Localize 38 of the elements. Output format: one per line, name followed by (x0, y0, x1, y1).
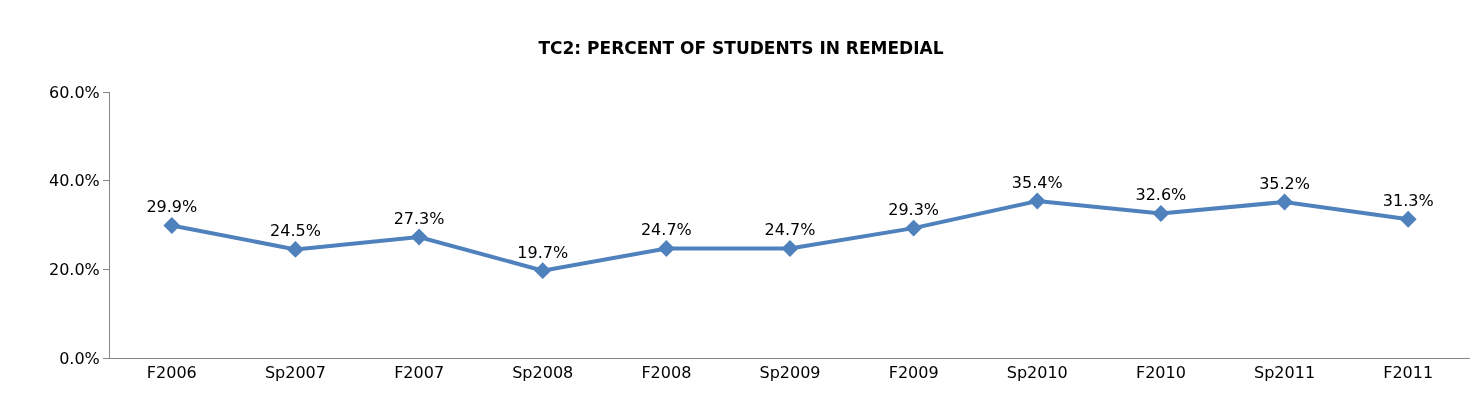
point (163, 216, 181, 234)
point (1399, 210, 1417, 228)
data-label: 29.3% (888, 199, 940, 219)
point (1028, 192, 1046, 210)
x-tick-label: Sp2011 (1254, 363, 1316, 383)
chart-title: TC2: PERCENT OF STUDENTS IN REMEDIAL (538, 37, 944, 58)
data-label: 31.3% (1382, 191, 1434, 211)
point (905, 219, 923, 237)
data-label: 24.5% (270, 221, 321, 241)
data-label: 35.4% (1011, 172, 1063, 192)
data-label: 27.3% (393, 208, 445, 228)
y-tick-label: 60.0% (48, 82, 100, 102)
data-label: 24.7% (764, 220, 816, 240)
point (410, 228, 428, 246)
point (534, 262, 552, 280)
data-label: 35.2% (1259, 173, 1310, 193)
x-tick-label: F2008 (641, 363, 692, 383)
data-label: 32.6% (1135, 185, 1187, 205)
x-tick-label: Sp2008 (512, 363, 574, 383)
point (657, 240, 675, 257)
point (1276, 193, 1293, 211)
x-tick-label: F2011 (1383, 363, 1434, 383)
x-tick-label: Sp2009 (759, 363, 821, 383)
y-tick-label: 20.0% (48, 259, 100, 279)
x-tick-label: F2006 (146, 363, 197, 383)
x-tick-label: F2009 (888, 363, 939, 383)
data-label: 24.7% (640, 220, 692, 240)
point (287, 240, 304, 258)
point (781, 240, 799, 257)
y-tick-label: 0.0% (59, 348, 100, 368)
x-tick-label: F2007 (394, 363, 445, 383)
point (1152, 205, 1170, 222)
y-tick-label: 40.0% (48, 171, 100, 191)
x-tick-label: Sp2007 (264, 363, 326, 383)
x-tick-label: Sp2010 (1006, 363, 1068, 383)
data-label: 29.9% (146, 197, 198, 217)
data-label: 19.7% (517, 242, 569, 262)
x-tick-label: F2010 (1135, 363, 1186, 383)
